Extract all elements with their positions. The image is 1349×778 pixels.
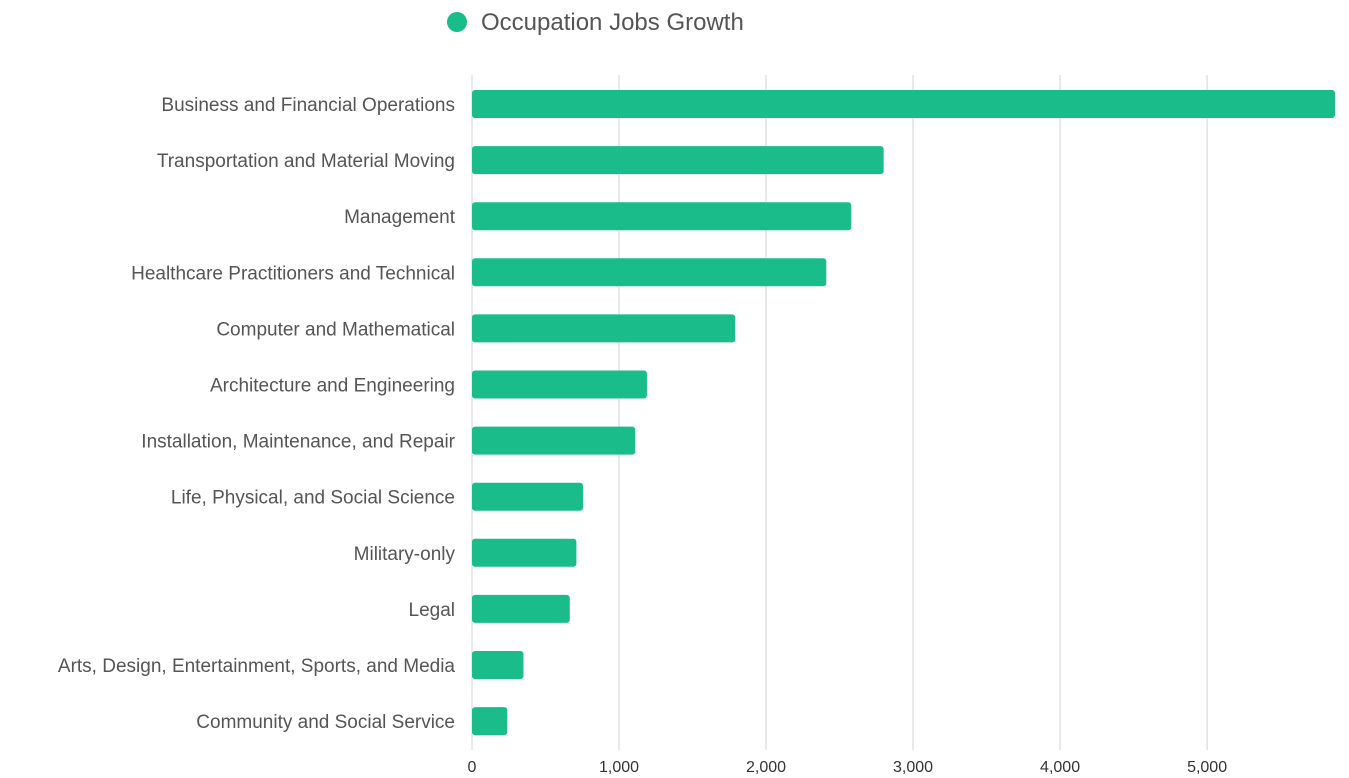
x-tick-label-0: 0: [468, 759, 477, 776]
bar-8[interactable]: [472, 538, 577, 567]
bar-2[interactable]: [472, 202, 852, 231]
bar-0[interactable]: [472, 90, 1335, 118]
category-labels: Business and Financial Operations Transpo…: [58, 95, 456, 733]
category-label-10: Arts, Design, Entertainment, Sports, and…: [58, 656, 456, 677]
bar-10[interactable]: [472, 651, 524, 679]
category-label-7: Life, Physical, and Social Science: [171, 488, 455, 509]
category-label-11: Community and Social Service: [196, 712, 455, 733]
bar-11[interactable]: [472, 707, 508, 736]
category-label-2: Management: [344, 207, 456, 228]
bar-5[interactable]: [472, 370, 647, 399]
category-label-4: Computer and Mathematical: [216, 319, 455, 340]
gridlines: [471, 75, 1208, 750]
category-label-9: Legal: [409, 600, 456, 621]
x-tick-label-2: 2,000: [746, 759, 786, 776]
category-label-0: Business and Financial Operations: [161, 95, 455, 116]
category-label-8: Military-only: [354, 544, 456, 565]
legend-swatch: [447, 12, 467, 32]
category-label-1: Transportation and Material Moving: [157, 151, 455, 172]
bar-3[interactable]: [472, 258, 827, 287]
x-tick-label-1: 1,000: [599, 759, 639, 776]
x-tick-label-4: 4,000: [1040, 759, 1080, 776]
bar-7[interactable]: [472, 482, 583, 511]
bars: [472, 90, 1335, 736]
bar-1[interactable]: [472, 146, 884, 175]
legend-label: Occupation Jobs Growth: [481, 9, 744, 36]
bar-9[interactable]: [472, 594, 570, 623]
category-label-3: Healthcare Practitioners and Technical: [131, 263, 455, 284]
x-tick-label-3: 3,000: [893, 759, 933, 776]
x-tick-label-5: 5,000: [1187, 759, 1227, 776]
category-label-6: Installation, Maintenance, and Repair: [141, 432, 455, 453]
category-label-5: Architecture and Engineering: [210, 376, 455, 397]
bar-4[interactable]: [472, 314, 736, 343]
x-axis-tick-labels: 0 1,000 2,000 3,000 4,000 5,000: [468, 759, 1228, 776]
bar-6[interactable]: [472, 426, 636, 455]
legend[interactable]: Occupation Jobs Growth: [447, 9, 744, 36]
